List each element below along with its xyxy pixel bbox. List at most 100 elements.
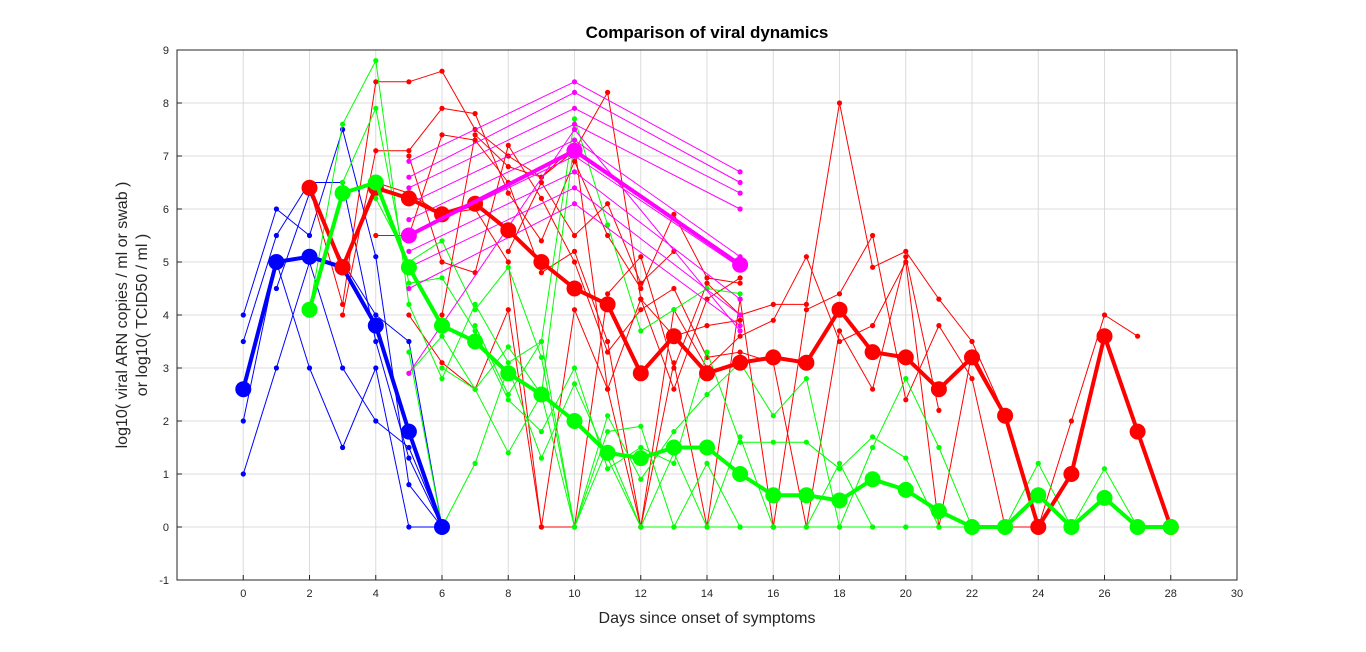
individual-data-point [605,413,611,419]
individual-data-point [538,524,545,530]
individual-data-point [803,301,810,307]
mean-data-point [831,492,848,509]
individual-data-point [638,296,644,302]
individual-data-point [638,285,644,292]
individual-data-point [406,349,412,355]
individual-data-point [306,365,313,371]
individual-series-line [375,134,1006,528]
individual-data-point [406,444,412,451]
individual-data-point [836,524,843,530]
x-tick-label: 26 [1098,588,1110,600]
individual-data-point [505,164,511,170]
individual-data-point [638,280,644,286]
individual-data-point [439,259,445,265]
individual-data-point [571,201,578,207]
individual-data-point [472,460,478,466]
individual-data-point [472,307,478,313]
y-tick-label: 0 [163,522,169,534]
mean-data-point [533,254,550,270]
individual-data-point [439,312,445,318]
individual-data-point [571,105,578,111]
x-tick-label: 8 [505,588,511,600]
individual-data-point [605,429,611,435]
individual-data-point [936,524,942,530]
individual-series-line [507,182,675,284]
individual-data-point [803,524,810,530]
x-tick-labels: 0 2 4 6 8 10 12 14 16 18 20 22 24 26 28 30 [240,588,1243,600]
individual-data-point [704,349,710,355]
individual-data-point [737,328,743,334]
individual-series-magenta-24 [406,137,743,260]
individual-data-point [638,307,644,313]
chart-title: Comparison of viral dynamics [586,23,829,42]
individual-data-point [439,376,445,382]
individual-data-point [671,307,677,313]
mean-series-magenta-3 [400,142,749,273]
individual-data-point [836,100,843,106]
individual-data-point [439,333,445,339]
individual-data-point [373,312,379,318]
individual-data-point [870,444,876,451]
individual-data-point [903,376,909,382]
mean-data-point [1096,328,1113,345]
individual-data-point [836,466,843,472]
individual-data-point [571,381,578,387]
y-axis-label-line-2: or log10( TCID50 / ml ) [134,234,151,396]
individual-data-point [538,455,545,461]
individual-data-point [870,524,876,530]
individual-data-point [273,206,279,212]
x-tick-label: 14 [701,588,713,600]
individual-data-point [273,232,279,239]
y-tick-label: 3 [163,363,169,375]
individual-data-point [571,259,578,265]
individual-data-point [505,450,511,456]
individual-series-red-11 [439,132,743,392]
individual-data-point [737,312,743,318]
individual-series-line [309,60,741,380]
individual-data-point [406,338,412,345]
x-tick-label: 0 [240,588,246,600]
individual-series-green-13 [306,58,743,382]
individual-data-point [340,179,346,186]
individual-data-point [737,349,743,355]
individual-data-point [704,391,710,398]
individual-series-magenta-22 [406,105,743,196]
individual-data-point [571,169,578,175]
mean-data-point [334,185,351,202]
x-tick-label: 12 [635,588,647,600]
individual-data-point [638,254,644,260]
mean-data-point [301,248,318,265]
mean-series-layer [235,142,1179,535]
mean-data-point [897,481,914,498]
individual-data-point [803,439,810,445]
mean-data-point [400,190,417,207]
mean-data-point [367,317,384,334]
mean-data-point [632,365,649,382]
individual-data-point [571,121,578,127]
individual-data-point [870,264,876,270]
individual-data-point [605,386,611,392]
individual-data-point [671,429,677,435]
individual-data-point [605,291,611,297]
mean-data-point [765,487,782,504]
mean-data-point [831,301,848,318]
individual-data-point [737,291,743,297]
x-tick-label: 20 [900,588,912,600]
mean-data-point [268,254,285,270]
individual-data-point [638,476,644,482]
individual-data-point [737,323,743,329]
individual-data-point [737,169,743,175]
individual-data-point [571,524,578,530]
individual-data-point [406,301,412,307]
mean-data-point [1096,489,1113,506]
mean-data-point [699,365,715,382]
individual-series-magenta-28 [406,201,743,329]
individual-data-point [571,137,578,143]
mean-data-point [798,487,815,504]
individual-data-point [439,360,445,366]
mean-data-point [665,439,682,456]
individual-data-point [439,275,445,281]
individual-data-point [472,328,478,334]
y-tick-label: -1 [159,575,169,587]
individual-data-point [373,148,379,154]
